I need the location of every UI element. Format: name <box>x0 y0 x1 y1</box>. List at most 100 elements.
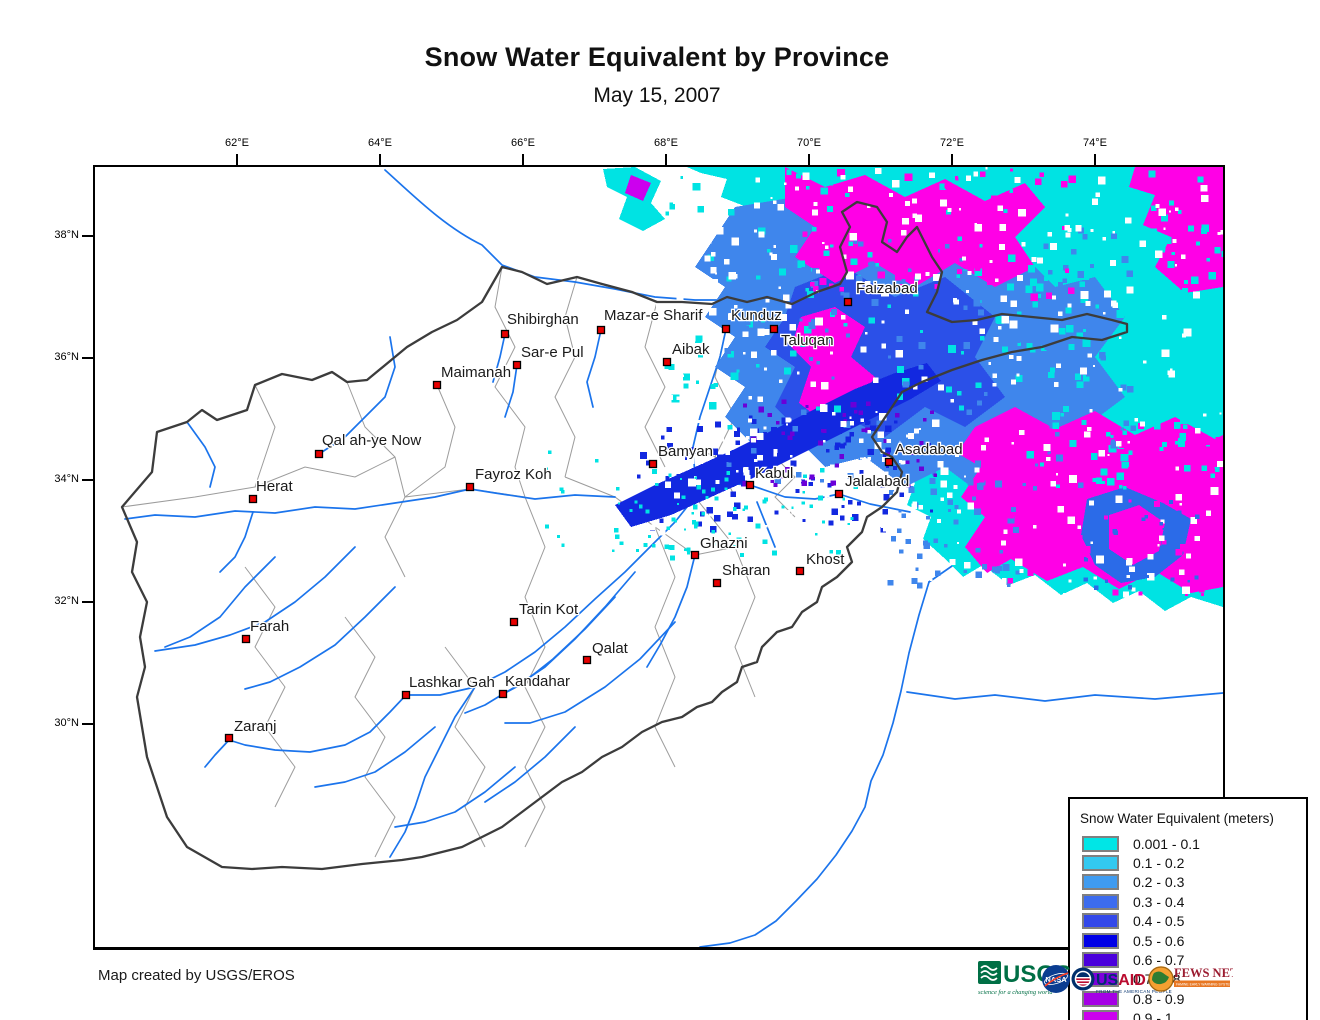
legend-title: Snow Water Equivalent (meters) <box>1080 811 1274 826</box>
lon-tick <box>665 154 667 165</box>
lon-tick-label: 68°E <box>654 137 678 149</box>
city-label: Qalat <box>592 640 629 657</box>
map-credit: Map created by USGS/EROS <box>98 967 295 984</box>
city-marker <box>500 329 510 339</box>
city-label: Kunduz <box>731 307 782 324</box>
city-label: Sharan <box>722 562 770 579</box>
lat-tick <box>82 601 93 603</box>
city-label: Khost <box>806 551 845 568</box>
city-label: Asadabad <box>895 441 963 458</box>
city-marker <box>769 324 779 334</box>
city-label: Sar-e Pul <box>521 344 584 361</box>
legend-label: 0.6 - 0.7 <box>1133 952 1185 969</box>
city-label: Kabul <box>755 465 793 482</box>
city-label: Shibirghan <box>507 311 579 328</box>
city-marker <box>834 489 844 499</box>
lon-tick-label: 74°E <box>1083 137 1107 149</box>
city-marker <box>648 459 658 469</box>
city-marker <box>745 480 755 490</box>
city-layer: Faizabad Shibirghan Mazar-e Sharif Kunduz Ta… <box>224 279 964 743</box>
legend-row: 0.001 - 0.1 <box>1078 834 1298 853</box>
legend-swatch <box>1082 874 1119 891</box>
legend-label: 0.8 - 0.9 <box>1133 990 1185 1007</box>
city-label: Zaranj <box>234 718 277 735</box>
legend-row: 0.9 - 1 <box>1078 1009 1298 1020</box>
lon-tick <box>808 154 810 165</box>
legend-label: 0.001 - 0.1 <box>1133 835 1200 852</box>
legend-swatch <box>1082 893 1119 910</box>
svg-text:FROM THE AMERICAN PEOPLE: FROM THE AMERICAN PEOPLE <box>1096 989 1172 994</box>
legend-label: 0.3 - 0.4 <box>1133 893 1185 910</box>
legend-label: 0.5 - 0.6 <box>1133 932 1185 949</box>
lon-tick-label: 62°E <box>225 137 249 149</box>
city-label: Fayroz Koh <box>475 466 552 483</box>
legend-swatch <box>1082 855 1119 872</box>
legend-row: 0.5 - 0.6 <box>1078 931 1298 950</box>
city-label: Farah <box>250 618 289 635</box>
lat-tick-label: 30°N <box>54 717 79 729</box>
city-label: Maimanah <box>441 364 511 381</box>
city-label: Ghazni <box>700 535 748 552</box>
page-title: Snow Water Equivalent by Province <box>424 42 890 72</box>
legend-row: 0.2 - 0.3 <box>1078 873 1298 892</box>
city-marker <box>795 566 805 576</box>
lon-tick <box>522 154 524 165</box>
city-marker <box>401 690 411 700</box>
legend-label: 0.1 - 0.2 <box>1133 855 1185 872</box>
city-marker <box>721 324 731 334</box>
lat-tick-label: 34°N <box>54 473 79 485</box>
city-marker <box>596 325 606 335</box>
afghanistan-border <box>120 200 1129 871</box>
city-label: Kandahar <box>505 673 570 690</box>
usaid-logo: USAID FROM THE AMERICAN PEOPLE <box>1071 967 1172 994</box>
page-subtitle: May 15, 2007 <box>593 84 721 107</box>
fews-net-logo: FEWS NET FAMINE EARLY WARNING SYSTEMS NE… <box>1148 966 1233 992</box>
legend-row: 0.6 - 0.7 <box>1078 950 1298 969</box>
svg-text:USAID: USAID <box>1096 972 1146 989</box>
city-marker <box>690 550 700 560</box>
lon-tick-label: 64°E <box>368 137 392 149</box>
city-marker <box>662 357 672 367</box>
lat-tick <box>82 357 93 359</box>
city-marker <box>224 733 234 743</box>
city-label: Taluqan <box>781 332 834 349</box>
city-marker <box>512 360 522 370</box>
lon-tick <box>236 154 238 165</box>
footer-logos: USGS science for a changing world NASA U… <box>978 961 1233 996</box>
city-label: Mazar-e Sharif <box>604 307 703 324</box>
city-marker <box>884 457 894 467</box>
lat-tick-label: 36°N <box>54 351 79 363</box>
city-marker <box>712 578 722 588</box>
city-marker <box>498 689 508 699</box>
city-label: Faizabad <box>856 280 918 297</box>
city-marker <box>582 655 592 665</box>
lon-tick <box>379 154 381 165</box>
legend-swatch <box>1082 952 1119 969</box>
map-frame: Faizabad Shibirghan Mazar-e Sharif Kunduz Ta… <box>93 165 1308 1020</box>
nasa-logo: NASA <box>1042 965 1070 993</box>
city-label: Qal ah-ye Now <box>322 432 421 449</box>
legend-row: 0.1 - 0.2 <box>1078 853 1298 872</box>
legend-row: 0.8 - 0.9 <box>1078 989 1298 1008</box>
lat-tick-label: 32°N <box>54 595 79 607</box>
legend-swatch <box>1082 913 1119 930</box>
city-marker <box>248 494 258 504</box>
city-marker <box>432 380 442 390</box>
city-marker <box>314 449 324 459</box>
city-label: Lashkar Gah <box>409 674 495 691</box>
legend-row: 0.3 - 0.4 <box>1078 892 1298 911</box>
city-marker <box>509 617 519 627</box>
legend-label: 0.4 - 0.5 <box>1133 913 1185 930</box>
lat-tick <box>82 235 93 237</box>
legend-swatch <box>1082 1010 1119 1020</box>
legend-swatch <box>1082 835 1119 852</box>
lon-tick-label: 70°E <box>797 137 821 149</box>
lon-tick-label: 66°E <box>511 137 535 149</box>
city-label: Tarin Kot <box>519 601 579 618</box>
legend-label: 0.2 - 0.3 <box>1133 874 1185 891</box>
lon-tick-label: 72°E <box>940 137 964 149</box>
legend-label: 0.9 - 1 <box>1133 1010 1173 1020</box>
city-marker <box>241 634 251 644</box>
svg-text:FEWS NET: FEWS NET <box>1174 966 1233 980</box>
